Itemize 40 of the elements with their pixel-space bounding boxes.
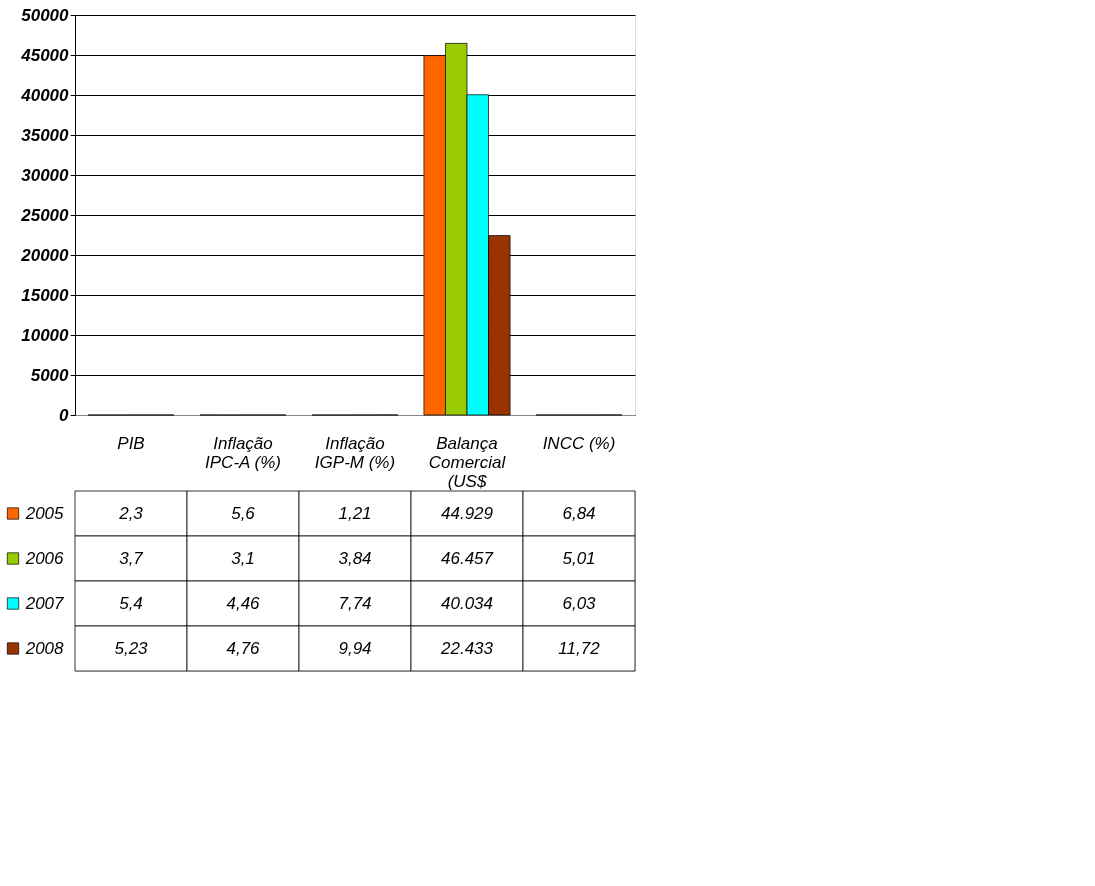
- data-label: 40.034: [441, 593, 493, 613]
- data-label: 5,23: [114, 638, 149, 658]
- data-label: 2,3: [118, 503, 144, 523]
- data-label: 3,1: [231, 548, 255, 568]
- data-label: 5,6: [231, 503, 256, 523]
- legend-label: 2007: [24, 593, 65, 613]
- x-tick-label: Inflação IPC-A (%): [205, 433, 281, 472]
- x-tick-label: PIB: [117, 433, 145, 453]
- y-tick-label: 10000: [21, 325, 70, 345]
- data-label: 4,46: [226, 593, 261, 613]
- y-tick-label: 40000: [20, 85, 70, 105]
- y-tick-label: 20000: [20, 245, 70, 265]
- legend-label: 2006: [24, 548, 65, 568]
- y-tick-label: 30000: [21, 165, 70, 185]
- legend-label: 2008: [24, 638, 65, 658]
- y-tick-label: 15000: [21, 285, 70, 305]
- data-label: 22.433: [440, 638, 494, 658]
- data-label: 44.929: [441, 503, 494, 523]
- data-label: 6,84: [562, 503, 596, 523]
- data-label: 5,4: [119, 593, 143, 613]
- data-label: 11,72: [558, 638, 601, 658]
- data-label: 9,94: [338, 638, 372, 658]
- data-label: 3,84: [338, 548, 372, 568]
- x-tick-label: Inflação IGP-M (%): [314, 433, 396, 472]
- y-tick-label: 5000: [30, 365, 70, 385]
- legend-label: 2005: [24, 503, 65, 523]
- x-tick-label: INCC (%): [542, 433, 616, 453]
- y-tick-label: 50000: [21, 5, 70, 25]
- y-tick-label: 0: [59, 405, 70, 425]
- y-tick-label: 35000: [21, 125, 70, 145]
- x-tick-label: Balança Comercial (US$: [428, 433, 507, 491]
- data-label: 1,21: [338, 503, 372, 523]
- data-label: 4,76: [226, 638, 261, 658]
- data-label: 3,7: [119, 548, 144, 568]
- y-tick-label: 45000: [20, 45, 70, 65]
- data-label: 7,74: [338, 593, 372, 613]
- y-tick-label: 25000: [20, 205, 70, 225]
- data-label: 6,03: [562, 593, 597, 613]
- data-label: 5,01: [562, 548, 596, 568]
- data-label: 46.457: [441, 548, 494, 568]
